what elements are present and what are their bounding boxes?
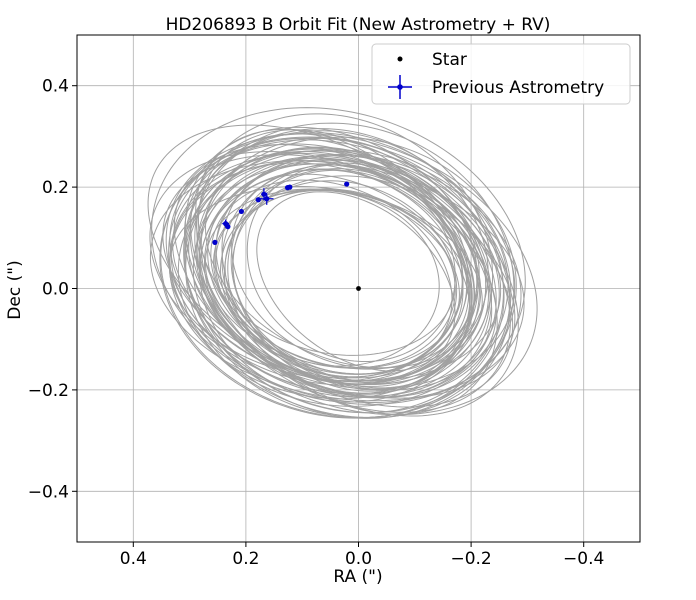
y-tick-label: −0.4: [28, 482, 69, 502]
astrometry-point: [225, 224, 231, 230]
orbit-sample-line: [160, 132, 512, 419]
x-tick-label: 0.2: [232, 549, 259, 569]
legend-box: [371, 43, 631, 105]
y-axis-label: Dec ("): [5, 260, 25, 319]
legend: Star Previous Astrometry: [371, 43, 631, 105]
x-tick-label: 0.0: [345, 549, 372, 569]
orbit-sample-line: [170, 162, 470, 386]
data-points: [212, 181, 361, 291]
orbit-sample-line: [172, 153, 502, 382]
star-point: [356, 286, 361, 291]
orbit-sample-line: [184, 122, 515, 419]
orbit-sample-line: [185, 136, 517, 418]
y-tick-label: −0.2: [28, 381, 69, 401]
orbit-sample-line: [162, 154, 516, 399]
orbit-sample-line: [207, 163, 468, 375]
orbit-sample-line: [224, 188, 456, 369]
orbit-sample-line: [173, 144, 514, 408]
orbit-sample-line: [215, 188, 456, 356]
orbit-sample-line: [197, 129, 473, 391]
x-tick-label: −0.2: [450, 549, 491, 569]
orbit-sample-line: [232, 169, 473, 392]
y-tick-label: 0.0: [42, 280, 69, 300]
orbit-sample-line: [256, 191, 456, 372]
astrometry-point: [287, 184, 293, 190]
orbit-samples: [147, 107, 538, 419]
orbit-sample-line: [169, 150, 522, 404]
orbit-sample-line: [151, 107, 526, 405]
orbit-sample-line: [221, 164, 464, 378]
legend-astrometry-marker: [397, 84, 403, 90]
orbit-sample-line: [184, 157, 491, 398]
astrometry-point: [261, 191, 267, 197]
legend-star-label: Star: [432, 50, 467, 70]
legend-star-marker: [397, 56, 403, 62]
orbit-sample-line: [190, 133, 519, 417]
orbit-sample-line: [149, 160, 525, 402]
orbit-sample-line: [221, 157, 471, 387]
orbit-sample-line: [184, 126, 493, 398]
orbit-sample-line: [205, 151, 482, 369]
x-tick-label: 0.4: [120, 549, 147, 569]
astrometry-point: [238, 208, 244, 215]
orbit-sample-line: [147, 124, 493, 391]
orbit-sample-line: [246, 164, 456, 363]
orbit-sample-line: [204, 188, 460, 369]
x-tick-label: −0.4: [563, 549, 604, 569]
axis-ticks: 0.4 0.2 0.0 −0.2 −0.4 0.4 0.2 0.0 −0.2 −0.4: [28, 77, 605, 569]
orbit-sample-line: [192, 154, 511, 414]
x-axis-label: RA ("): [333, 567, 382, 587]
astrometry-point: [264, 196, 270, 202]
astrometry-point: [212, 239, 218, 245]
orbit-sample-line: [227, 168, 476, 395]
orbit-sample-line: [196, 137, 498, 415]
astrometry-point: [255, 197, 261, 203]
y-tick-label: 0.4: [42, 77, 69, 97]
chart-title: HD206893 B Orbit Fit (New Astrometry + R…: [166, 15, 551, 35]
orbit-sample-line: [220, 190, 440, 367]
legend-astrometry-label: Previous Astrometry: [432, 78, 604, 98]
astrometry-point: [344, 181, 350, 187]
y-tick-label: 0.2: [42, 178, 69, 198]
